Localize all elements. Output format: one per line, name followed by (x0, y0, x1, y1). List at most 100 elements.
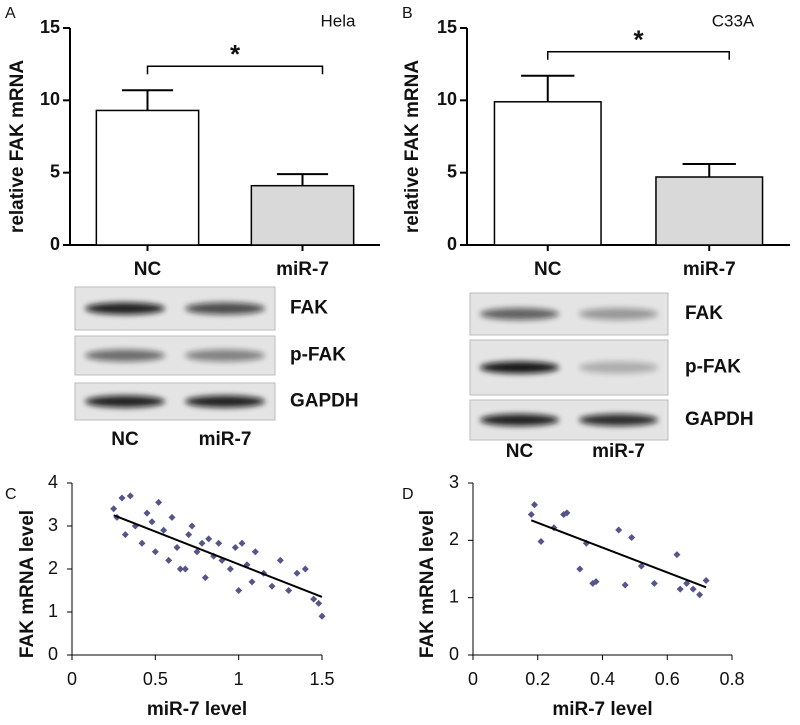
y-tick-label: 2 (48, 558, 58, 578)
y-tick-label: 4 (48, 472, 58, 492)
y-axis-title: FAK mRNA level (17, 510, 38, 658)
blot-band (479, 308, 560, 320)
data-point (276, 556, 284, 564)
data-point (126, 492, 134, 500)
bar (95, 109, 200, 246)
data-point (268, 582, 276, 590)
blot-row-label: FAK (290, 298, 328, 319)
trend-line (530, 519, 707, 589)
x-tick-label: 0.6 (655, 669, 680, 689)
x-tick-label: 0.5 (143, 669, 168, 689)
x-tick-label: NC (534, 259, 562, 280)
data-point (285, 587, 293, 594)
data-point (689, 585, 697, 593)
data-point (148, 518, 156, 526)
y-tick-label: 1 (48, 601, 58, 621)
x-tick-label: 1 (234, 669, 244, 689)
bar (655, 176, 764, 246)
blot-band (85, 349, 165, 362)
data-point (143, 509, 151, 517)
data-point (621, 581, 629, 589)
blot-band (85, 302, 165, 315)
x-tick-label: miR-7 (683, 259, 736, 280)
data-point (673, 551, 681, 559)
y-tick-label: 5 (447, 161, 457, 181)
bar (250, 184, 355, 246)
data-point (310, 595, 318, 603)
x-tick-label: 0 (468, 669, 478, 689)
y-axis-title: FAK mRNA level (417, 510, 438, 658)
blot-row-label: p-FAK (290, 345, 346, 366)
data-point (165, 556, 173, 564)
data-point (185, 531, 193, 539)
panel-label: A (5, 5, 16, 22)
data-point (168, 513, 176, 521)
data-point (676, 585, 684, 593)
annotation: Hela (321, 11, 357, 30)
data-point (318, 612, 326, 620)
x-tick-label: NC (134, 259, 162, 280)
blot-band (578, 361, 659, 374)
data-point (173, 544, 181, 551)
y-tick-label: 15 (40, 17, 60, 37)
data-point (576, 565, 584, 573)
blot-band (578, 414, 659, 426)
data-point (215, 539, 223, 547)
data-point (527, 511, 535, 519)
data-point (201, 574, 209, 582)
x-tick-label: 0.8 (719, 669, 744, 689)
panel-label: B (402, 5, 413, 22)
blot-band (185, 302, 265, 315)
bar (493, 101, 602, 246)
data-point (198, 539, 206, 547)
data-point (238, 539, 246, 547)
data-point (118, 494, 126, 502)
blot-band (479, 414, 560, 426)
blot-band (85, 395, 165, 408)
y-tick-label: 0 (50, 234, 60, 254)
blot-band (578, 308, 659, 320)
data-point (151, 548, 159, 556)
data-point (537, 537, 545, 545)
data-point (248, 578, 256, 586)
data-point (563, 509, 571, 517)
y-tick-label: 5 (50, 161, 60, 181)
data-point (301, 565, 309, 573)
blot-row-label: p-FAK (685, 357, 741, 378)
significance-bracket (547, 50, 730, 60)
data-point (231, 544, 239, 551)
trend-line (113, 514, 323, 598)
data-point (193, 548, 201, 556)
blot-row-label: GAPDH (290, 391, 359, 412)
data-point (637, 562, 645, 570)
data-point (650, 579, 658, 587)
data-point (176, 565, 184, 573)
y-tick-label: 10 (40, 89, 60, 109)
y-tick-label: 2 (449, 529, 459, 549)
annotation: C33A (712, 11, 755, 30)
y-tick-label: 0 (447, 234, 457, 254)
x-tick-label: 0.2 (525, 669, 550, 689)
y-axis-title: relative FAK mRNA (402, 60, 423, 233)
data-point (160, 526, 168, 534)
y-axis-title: relative FAK mRNA (7, 60, 28, 233)
blot-row-label: FAK (685, 303, 723, 324)
blot-band (185, 395, 265, 408)
y-tick-label: 3 (449, 472, 459, 492)
data-point (121, 531, 129, 539)
panel-label: D (402, 486, 414, 503)
y-tick-label: 0 (48, 644, 58, 664)
significance-mark: * (230, 39, 241, 69)
data-point (138, 539, 146, 547)
y-tick-label: 1 (449, 586, 459, 606)
data-point (205, 535, 213, 543)
data-point (155, 498, 163, 506)
blot-row-label: GAPDH (685, 409, 754, 430)
data-point (628, 533, 636, 541)
y-tick-label: 3 (48, 515, 58, 535)
significance-mark: * (633, 25, 644, 55)
data-point (592, 578, 600, 586)
data-point (235, 587, 243, 594)
data-point (251, 548, 259, 556)
